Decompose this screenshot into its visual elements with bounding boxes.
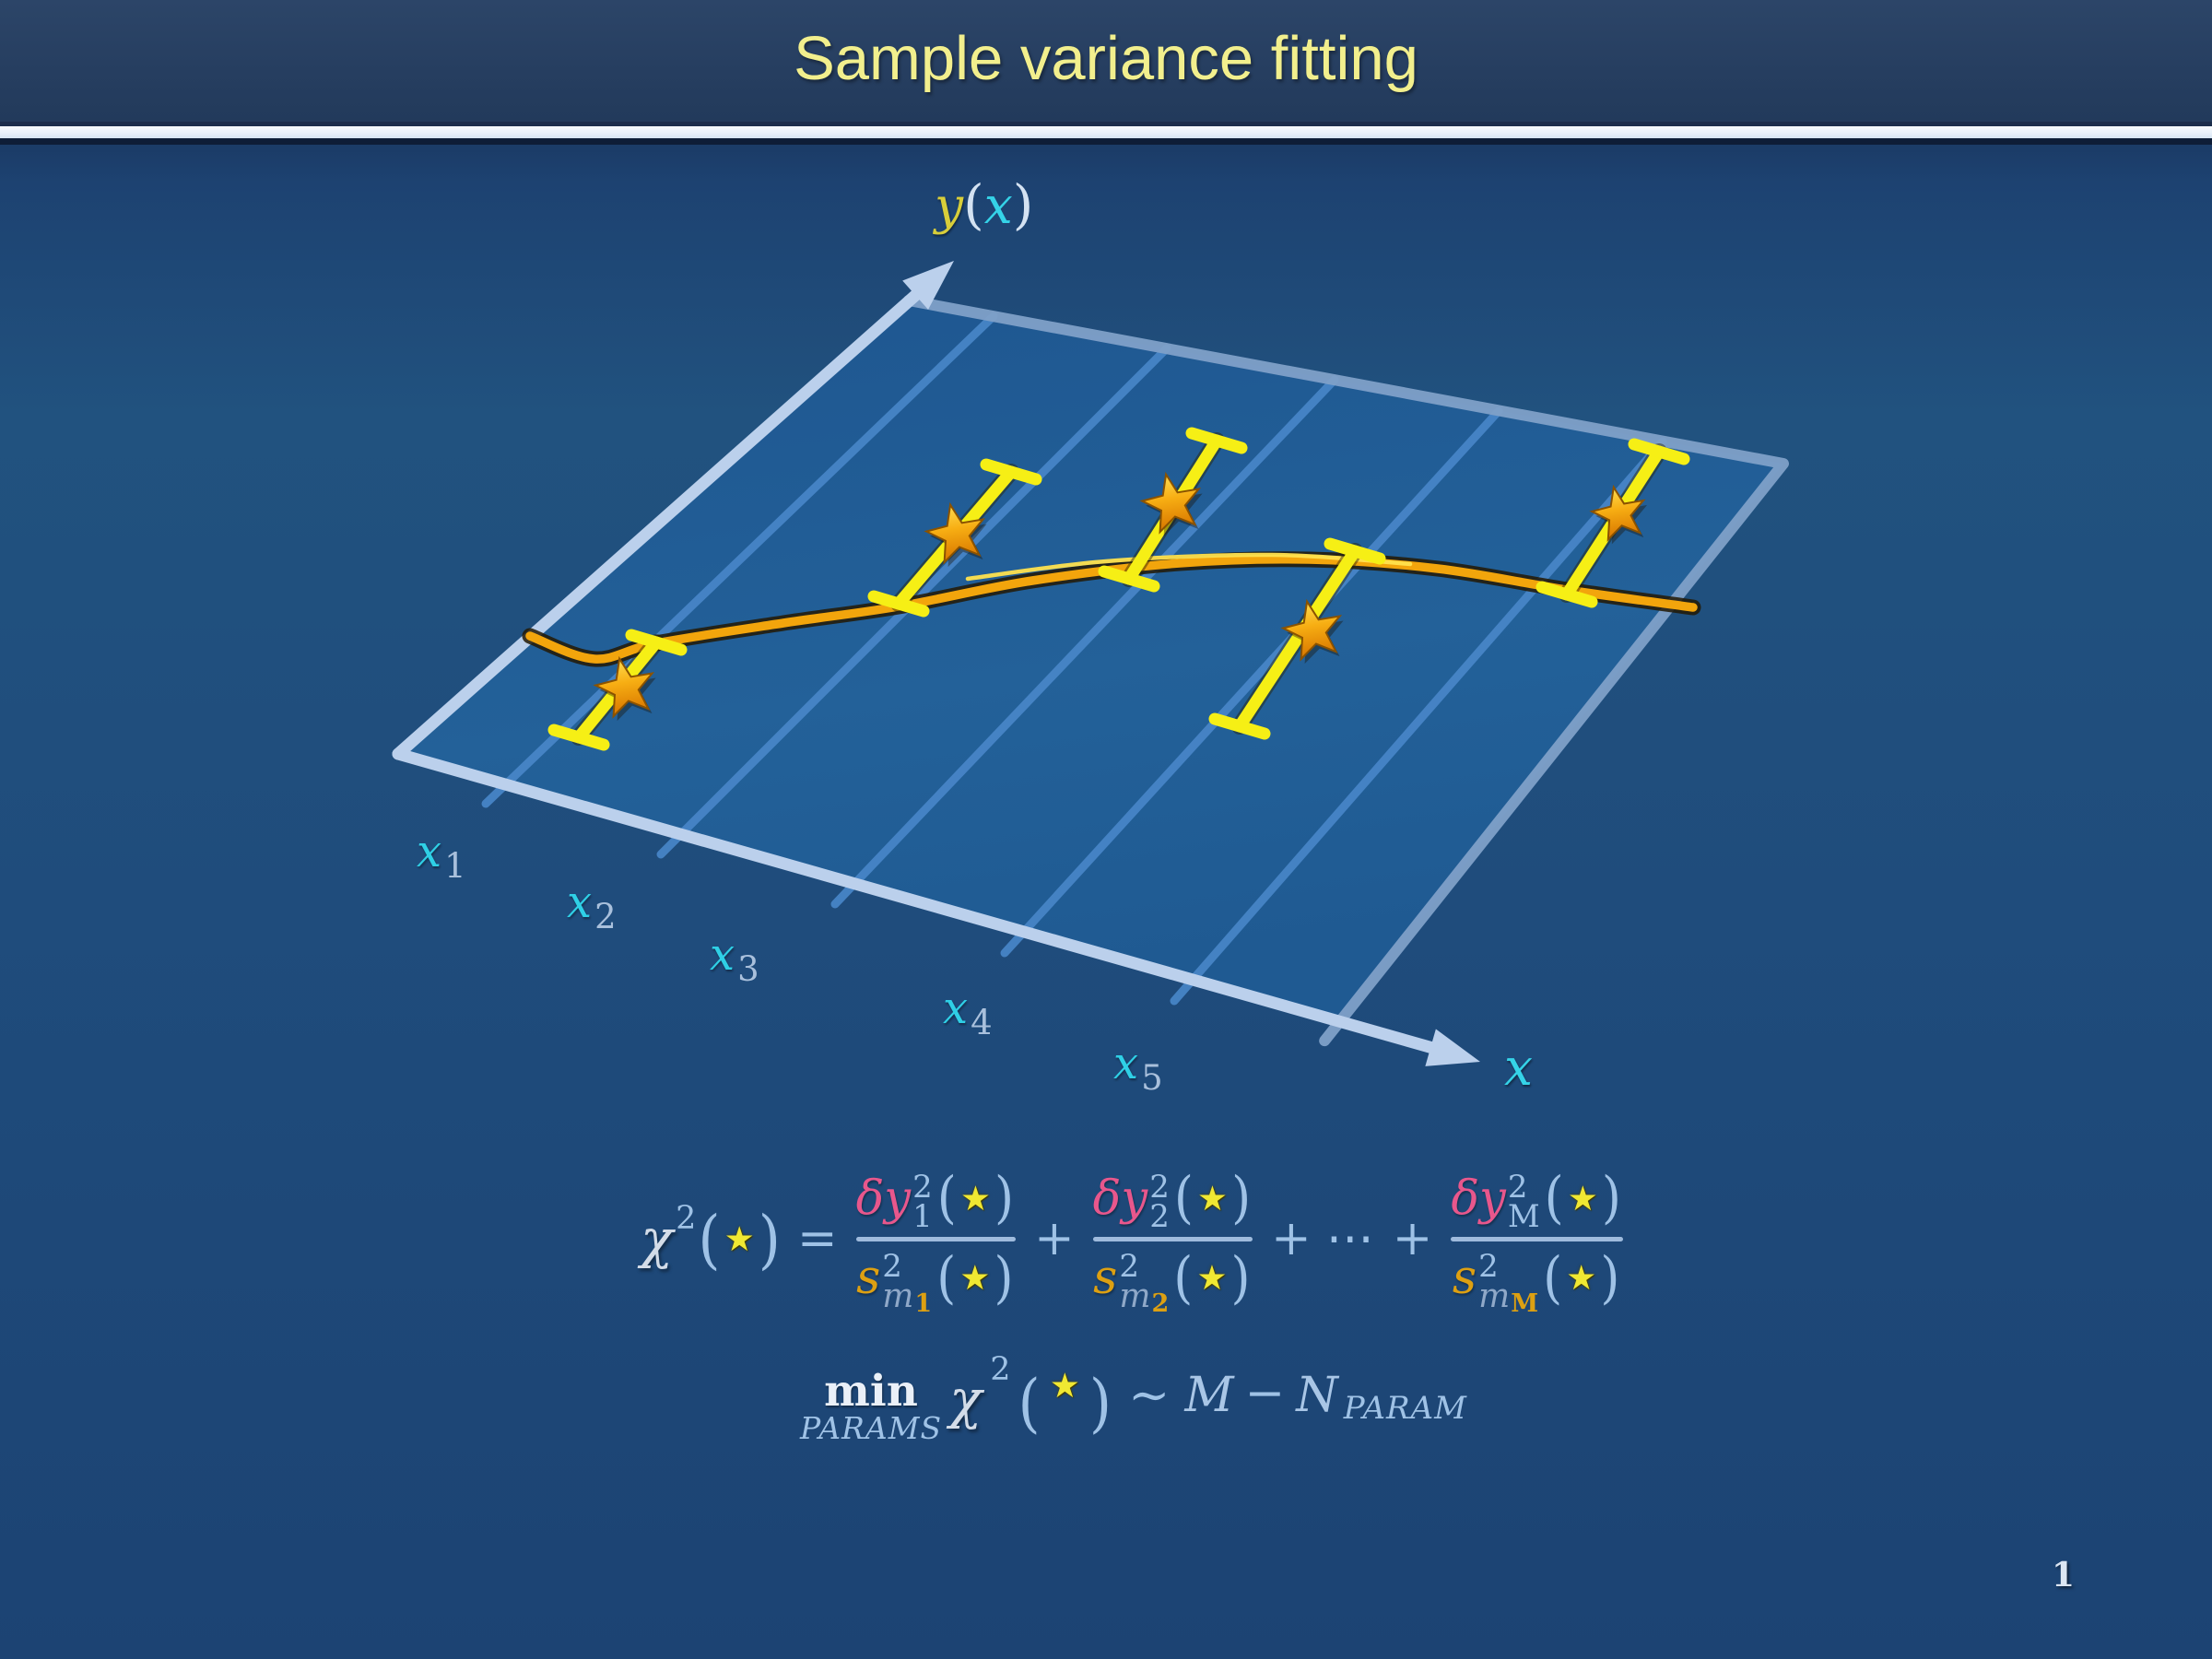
star-icon: ★ [724,1218,755,1259]
page-number: 1 [2052,1556,2076,1594]
error-bar-3-bottom-cap [1098,565,1160,593]
error-bar-2-top-cap [980,458,1042,486]
x-axis-arrowhead-icon [1425,1029,1480,1066]
fraction-bar [1451,1236,1623,1241]
x-axis-label: x [1504,1038,1534,1097]
plane-far-edges [903,295,1789,1047]
star-marker-2 [924,501,986,565]
x-axis-line [392,747,1449,1057]
star-icon: ★ [1196,1258,1228,1299]
error-bar-5-bottom-cap [1535,581,1598,608]
star-icon: ★ [1196,1178,1229,1218]
min-chi-squared-formula: min PARAMS χ 2(★) ∼ M − N PARAM [800,1351,1467,1446]
star-icon: ★ [959,1178,991,1218]
chi-squared-lhs: χ 2(★) [640,1200,781,1277]
star-marker-1 [593,655,655,719]
y-axis-line [392,279,933,760]
fraction-bar [855,1236,1017,1241]
star-icon: ★ [1049,1366,1080,1406]
fraction-term-2: δy 2 2(★) s 2 m 2(★) [1092,1165,1253,1318]
plane-gridline-x5 [1170,437,1667,1006]
error-bar-4-top-cap [1324,537,1386,565]
fraction-term-M: δy 2 M(★) s 2 m M(★) [1451,1165,1623,1318]
fraction-bar [1092,1236,1253,1241]
tick-label-x4: x4 [943,982,993,1042]
slide-header: Sample variance fitting [0,0,2212,122]
error-bar-1-top-cap [625,629,688,656]
tick-label-x5: x5 [1113,1038,1163,1098]
tick-label-x2: x2 [567,877,617,936]
slide-title: Sample variance fitting [794,24,1418,93]
plane-gridline-x1 [481,312,998,808]
min-over-params: min PARAMS [800,1366,943,1446]
star-marker-5 [1589,484,1646,543]
tick-label-x3: x3 [710,929,759,989]
error-bar-1-bottom-cap [547,724,610,751]
error-bar-4-bottom-cap [1208,712,1271,740]
star-icon: ★ [1567,1178,1598,1218]
header-separator-shadow-top [0,122,2212,126]
y-axis-label: y(x) [935,173,1034,236]
header-separator-line [0,126,2212,138]
error-bar-5-top-cap [1628,438,1690,465]
fraction-term-1: δy 2 1(★) s 2 m 1(★) [855,1165,1017,1318]
y-axis-arrowhead-icon [902,261,954,310]
star-icon: ★ [1566,1258,1597,1299]
error-bar-4 [1233,545,1361,733]
error-bar-3-top-cap [1185,427,1248,454]
star-marker-3 [1139,471,1202,535]
header-separator-shadow-bottom [0,138,2212,145]
plane-gridline-x3 [830,375,1339,909]
tick-label-x1: x1 [417,826,466,886]
star-marker-4 [1280,598,1343,662]
star-icon: ★ [959,1258,991,1299]
chi-squared-formula: χ 2(★) = δy 2 1(★) s 2 m 1(★) + δy 2 2(★) s 2 m 2(★… [640,1165,1623,1318]
error-bar-2-bottom-cap [867,590,930,618]
plane-gridline-x4 [1000,406,1503,958]
